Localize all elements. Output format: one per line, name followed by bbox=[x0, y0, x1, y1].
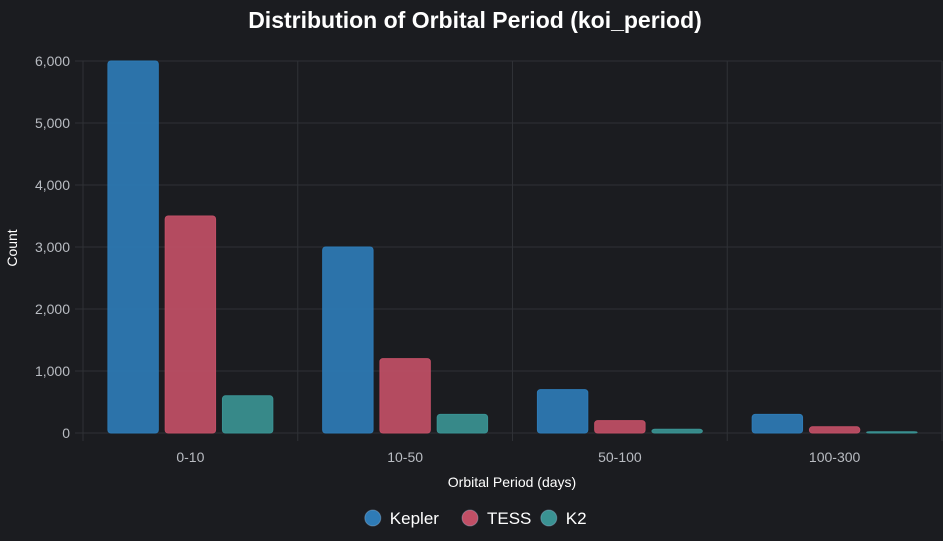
bar-tess-50-100[interactable] bbox=[594, 420, 646, 434]
legend: Kepler TESS K2 bbox=[364, 509, 587, 528]
x-tick-label: 50-100 bbox=[598, 449, 642, 465]
legend-swatch-k2 bbox=[540, 509, 558, 527]
x-tick-label: 100-300 bbox=[809, 449, 861, 465]
y-tick-label: 0 bbox=[62, 425, 70, 441]
grid-layer bbox=[75, 60, 943, 441]
legend-swatch-kepler bbox=[364, 509, 382, 527]
bar-tess-100-300[interactable] bbox=[808, 426, 861, 434]
y-axis-title: Count bbox=[4, 229, 20, 266]
x-tick-label: 10-50 bbox=[387, 449, 423, 465]
x-tick-label: 0-10 bbox=[176, 449, 204, 465]
legend-item-tess[interactable]: TESS bbox=[461, 509, 531, 528]
bars-layer bbox=[107, 60, 918, 434]
bar-tess-10-50[interactable] bbox=[379, 358, 431, 434]
x-axis-title: Orbital Period (days) bbox=[448, 474, 576, 490]
y-tick-label: 2,000 bbox=[35, 301, 70, 317]
legend-item-kepler[interactable]: Kepler bbox=[364, 509, 439, 528]
legend-item-k2[interactable]: K2 bbox=[540, 509, 587, 528]
bar-k2-10-50[interactable] bbox=[436, 413, 489, 434]
y-tick-label: 3,000 bbox=[35, 239, 70, 255]
y-axis-ticks: 0 1,000 2,000 3,000 4,000 5,000 6,000 bbox=[35, 53, 70, 441]
x-axis-ticks: 0-10 10-50 50-100 100-300 bbox=[176, 449, 860, 465]
bar-k2-0-10[interactable] bbox=[221, 395, 274, 434]
bar-kepler-10-50[interactable] bbox=[322, 246, 374, 434]
y-tick-label: 4,000 bbox=[35, 177, 70, 193]
bar-tess-0-10[interactable] bbox=[164, 215, 217, 434]
bar-kepler-0-10[interactable] bbox=[107, 60, 159, 434]
bar-kepler-100-300[interactable] bbox=[751, 413, 804, 434]
bar-kepler-50-100[interactable] bbox=[536, 389, 589, 434]
legend-label: TESS bbox=[487, 509, 531, 528]
bar-k2-50-100[interactable] bbox=[651, 428, 703, 434]
legend-label: K2 bbox=[566, 509, 587, 528]
y-tick-label: 5,000 bbox=[35, 115, 70, 131]
legend-label: Kepler bbox=[390, 509, 439, 528]
chart-title: Distribution of Orbital Period (koi_peri… bbox=[248, 7, 702, 33]
y-tick-label: 6,000 bbox=[35, 53, 70, 69]
y-tick-label: 1,000 bbox=[35, 363, 70, 379]
bar-k2-100-300[interactable] bbox=[866, 431, 918, 434]
legend-swatch-tess bbox=[461, 509, 479, 527]
